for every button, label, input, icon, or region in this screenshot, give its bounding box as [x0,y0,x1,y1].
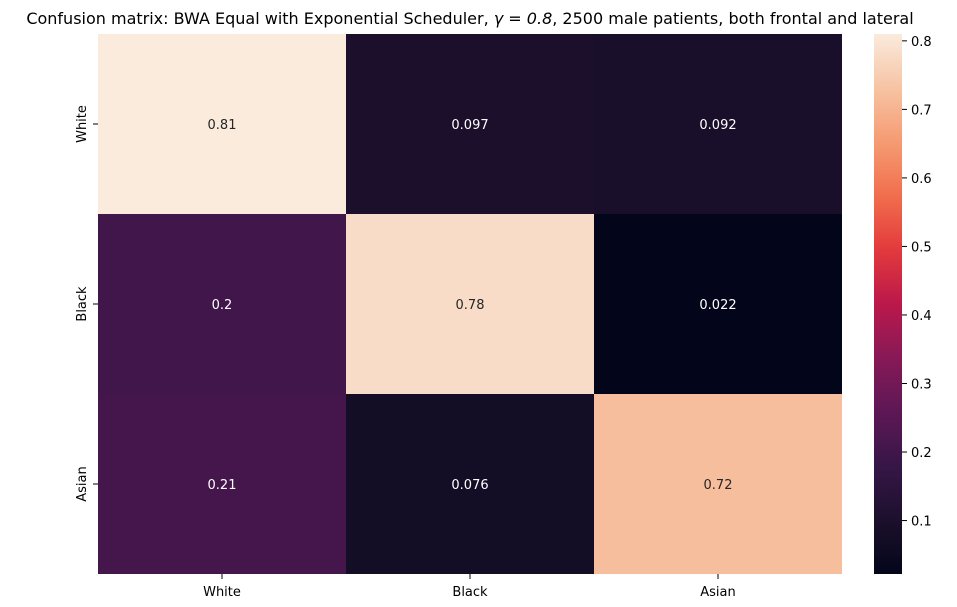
y-tick-label: Black [75,286,90,322]
cell-value-label: 0.78 [456,298,485,313]
y-axis: White Black Asian [75,105,98,502]
colorbar-tick-label: 0.7 [911,103,932,118]
cell-value-label: 0.21 [208,478,237,493]
heatmap-cell [98,214,346,394]
cell-value-label: 0.2 [212,298,233,313]
colorbar-tick-label: 0.3 [911,377,932,392]
cell-value-label: 0.097 [451,118,488,133]
y-tick-label: Asian [75,466,90,501]
x-tick-label: White [203,585,241,600]
heatmap-cell [346,394,594,574]
colorbar-tick-label: 0.1 [911,515,932,530]
heatmap-cell [594,394,842,574]
cell-value-label: 0.076 [451,478,488,493]
cell-value-label: 0.72 [704,478,733,493]
colorbar-tick-label: 0.6 [911,172,932,187]
colorbar-gradient [874,34,902,574]
colorbar: 0.1 0.2 0.3 0.4 0.5 0.6 0.7 0.8 [874,34,932,574]
colorbar-tick-label: 0.8 [911,35,932,50]
cell-value-label: 0.092 [699,118,736,133]
x-axis: White Black Asian [203,574,736,600]
heatmap-cell [98,34,346,214]
colorbar-tick-label: 0.5 [911,240,932,255]
heatmap-cell [346,214,594,394]
x-tick-label: Black [452,585,488,600]
heatmap-cell [594,214,842,394]
heatmap-cell [98,394,346,574]
colorbar-tick-label: 0.2 [911,446,932,461]
heatmap-cell [594,34,842,214]
x-tick-label: Asian [700,585,735,600]
heatmap-cells: 0.81 0.097 0.092 0.2 0.78 0.022 0.21 0.076 0.72 [98,34,842,574]
colorbar-tick-label: 0.4 [911,309,932,324]
y-tick-label: White [75,105,90,143]
heatmap-cell [346,34,594,214]
chart-title: Confusion matrix: BWA Equal with Exponen… [26,9,913,28]
cell-value-label: 0.022 [699,298,736,313]
cell-value-label: 0.81 [208,118,237,133]
